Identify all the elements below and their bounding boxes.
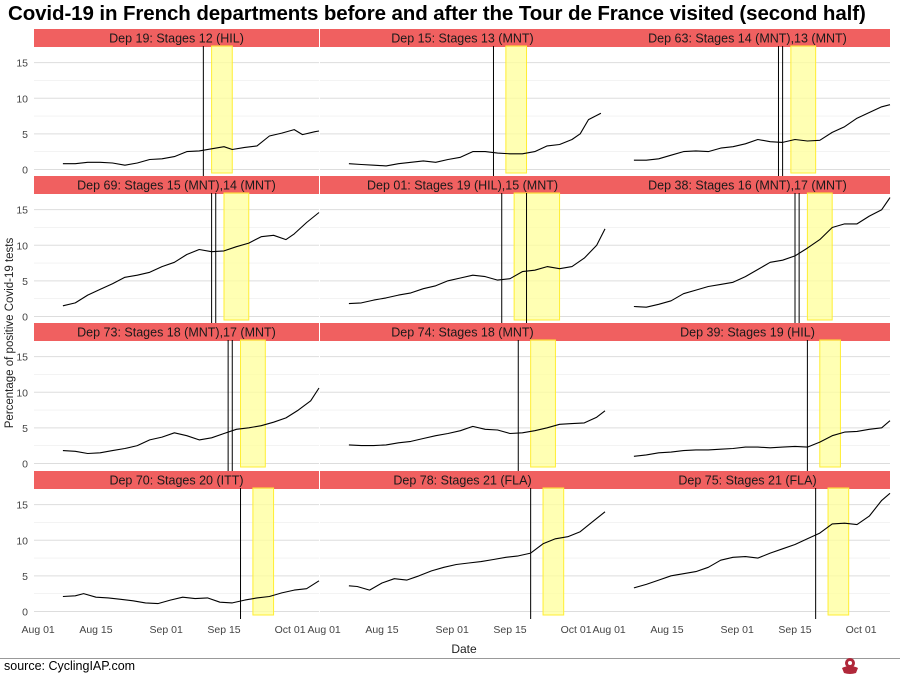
y-tick-label: 5	[22, 571, 28, 583]
post-stage-window	[790, 45, 817, 174]
y-tick-label: 5	[22, 423, 28, 435]
chart-title: Covid-19 in French departments before an…	[8, 2, 866, 25]
y-tick-label: 10	[16, 240, 28, 252]
facet-strip-label: Dep 73: Stages 18 (MNT),17 (MNT)	[77, 326, 276, 340]
x-tick-label: Oct 01	[561, 624, 592, 636]
facet-strip-label: Dep 75: Stages 21 (FLA)	[678, 474, 816, 488]
facet-strip	[320, 176, 605, 194]
post-stage-window	[223, 192, 250, 321]
facet-strip-label: Dep 70: Stages 20 (ITT)	[109, 474, 243, 488]
x-tick-label: Sep 15	[493, 624, 526, 636]
x-axis-title: Date	[451, 642, 477, 656]
facet-strip	[320, 29, 605, 47]
x-tick-label: Aug 15	[365, 624, 398, 636]
positivity-series-line	[633, 492, 891, 589]
y-tick-label: 10	[16, 387, 28, 399]
positivity-series-line	[348, 511, 606, 591]
x-tick-label: Aug 15	[650, 624, 683, 636]
facet-strip	[605, 323, 890, 341]
cycling-iap-logo-icon	[839, 657, 861, 675]
y-tick-label: 15	[16, 352, 28, 364]
facet-strip-label: Dep 38: Stages 16 (MNT),17 (MNT)	[648, 179, 847, 193]
positivity-series-line	[62, 129, 320, 166]
facet-strip	[605, 471, 890, 489]
post-stage-window	[827, 487, 850, 616]
facet-strip-label: Dep 39: Stages 19 (HIL)	[680, 326, 815, 340]
y-axis-title: Percentage of positive Covid-19 tests	[4, 238, 16, 429]
facet-strip-label: Dep 15: Stages 13 (MNT)	[391, 32, 533, 46]
post-stage-window	[513, 192, 561, 321]
post-stage-window	[240, 339, 266, 468]
x-tick-label: Aug 01	[592, 624, 625, 636]
facet-strip-label: Dep 01: Stages 19 (HIL),15 (MNT)	[367, 179, 558, 193]
facet-strip	[320, 323, 605, 341]
facet-strip-label: Dep 63: Stages 14 (MNT),13 (MNT)	[648, 32, 847, 46]
positivity-series-line	[633, 197, 891, 308]
post-stage-window	[806, 192, 833, 321]
x-tick-label: Oct 01	[275, 624, 306, 636]
positivity-series-line	[633, 104, 891, 161]
positivity-series-line	[633, 420, 891, 457]
facet-strip-label: Dep 69: Stages 15 (MNT),14 (MNT)	[77, 179, 276, 193]
post-stage-window	[505, 45, 528, 174]
y-tick-label: 15	[16, 500, 28, 512]
x-tick-label: Sep 15	[207, 624, 240, 636]
facet-strip	[34, 29, 319, 47]
x-tick-label: Sep 01	[721, 624, 754, 636]
y-tick-label: 0	[22, 311, 28, 323]
x-tick-label: Sep 01	[150, 624, 183, 636]
y-tick-label: 10	[16, 535, 28, 547]
post-stage-window	[819, 339, 841, 468]
x-tick-label: Aug 01	[21, 624, 54, 636]
post-stage-window	[211, 45, 233, 174]
positivity-series-line	[348, 410, 606, 447]
x-tick-label: Aug 15	[79, 624, 112, 636]
post-stage-window	[542, 487, 565, 616]
y-tick-label: 10	[16, 93, 28, 105]
x-tick-label: Sep 01	[436, 624, 469, 636]
y-tick-label: 0	[22, 606, 28, 618]
x-tick-label: Oct 01	[846, 624, 877, 636]
facet-strip	[34, 471, 319, 489]
facet-strip	[605, 29, 890, 47]
facet-strip	[605, 176, 890, 194]
facet-strip-label: Dep 19: Stages 12 (HIL)	[109, 32, 244, 46]
facet-strip-label: Dep 78: Stages 21 (FLA)	[393, 474, 531, 488]
positivity-series-line	[62, 212, 320, 307]
y-tick-label: 0	[22, 458, 28, 470]
facet-strip	[34, 176, 319, 194]
x-tick-label: Aug 01	[307, 624, 340, 636]
y-tick-label: 15	[16, 58, 28, 70]
facet-strip-label: Dep 74: Stages 18 (MNT)	[391, 326, 533, 340]
positivity-series-line	[348, 228, 606, 305]
x-tick-label: Sep 15	[778, 624, 811, 636]
positivity-series-line	[62, 580, 320, 605]
facet-strip	[320, 471, 605, 489]
y-tick-label: 5	[22, 129, 28, 141]
y-tick-label: 0	[22, 164, 28, 176]
source-credit: source: CyclingIAP.com	[4, 659, 136, 673]
post-stage-window	[530, 339, 556, 468]
y-tick-label: 5	[22, 276, 28, 288]
y-tick-label: 15	[16, 205, 28, 217]
facet-strip	[34, 323, 319, 341]
post-stage-window	[252, 487, 275, 616]
positivity-series-line	[348, 112, 602, 167]
positivity-series-line	[62, 387, 320, 455]
